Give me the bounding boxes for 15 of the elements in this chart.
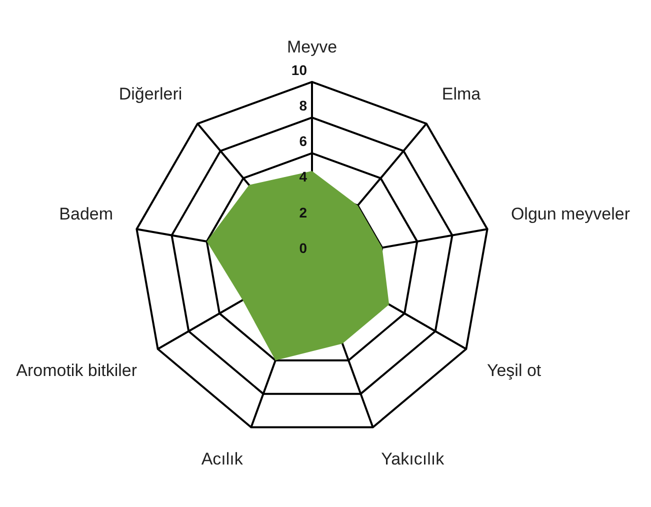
spoke-label: Yakıcılık — [381, 450, 445, 469]
y-tick-label: 2 — [299, 204, 308, 220]
spoke-label: Elma — [442, 84, 482, 104]
y-tick-label: 8 — [299, 97, 308, 114]
y-tick-label: 4 — [299, 168, 308, 185]
spoke-label: Olgun meyveler — [510, 204, 630, 224]
spoke-label: Aromotik bitkiler — [16, 360, 138, 380]
y-tick-label: 10 — [291, 62, 308, 78]
y-tick-label: 0 — [299, 240, 308, 256]
y-tick-label: 6 — [299, 133, 308, 150]
spoke-label: Yeşil ot — [486, 360, 542, 380]
spoke-label: Meyve — [286, 37, 338, 56]
spoke-label: Badem — [59, 204, 114, 224]
spoke-label: Acılık — [201, 450, 244, 469]
spoke-label: Diğerleri — [118, 84, 182, 104]
